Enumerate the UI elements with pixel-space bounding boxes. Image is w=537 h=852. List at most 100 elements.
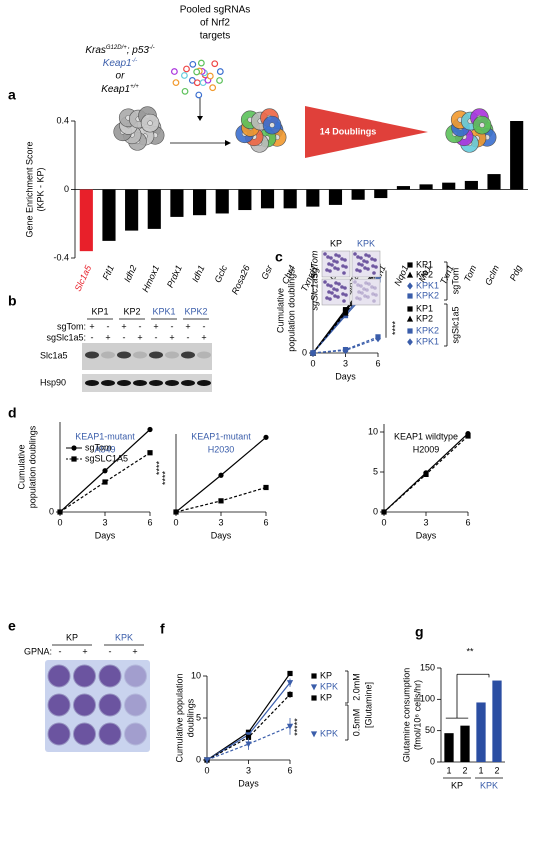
colony [358, 297, 362, 301]
sign: + [132, 646, 137, 656]
panel-letter: b [8, 293, 17, 309]
gene: Keap1 [103, 58, 132, 69]
colony [360, 263, 364, 267]
colony [355, 296, 359, 300]
marker [342, 346, 349, 355]
marker [203, 757, 211, 764]
colony [372, 271, 376, 275]
legend-marker [406, 271, 414, 278]
band [149, 351, 163, 359]
colony [323, 252, 327, 256]
colony [326, 283, 330, 287]
panel-letter: d [8, 405, 17, 421]
row-label: sgSlc1a5: [46, 332, 86, 342]
band [149, 380, 163, 386]
gene: ; p53 [127, 45, 150, 56]
well [47, 722, 71, 746]
x-tick-label: 6 [263, 517, 268, 527]
bar [374, 189, 388, 199]
nucleus [269, 122, 275, 128]
bar [306, 189, 320, 207]
x-axis-label: Days [416, 530, 437, 540]
chart-title: KEAP1-mutant [191, 431, 251, 441]
well [47, 664, 71, 688]
legend-marker [407, 282, 413, 290]
protein-label: Slc1a5 [40, 350, 68, 360]
inset-row-label: sgTom [309, 250, 319, 277]
bar [396, 186, 410, 190]
colony [364, 253, 368, 257]
legend-label: KPK2 [416, 325, 439, 335]
marker [245, 734, 252, 740]
colony [374, 293, 378, 297]
sgrna [209, 84, 217, 92]
inset-photo [351, 278, 381, 306]
legend-label: sgSLC1A5 [85, 453, 128, 463]
colony [366, 267, 370, 271]
superscript: G12D/+ [106, 45, 127, 51]
legend-marker [71, 445, 77, 451]
bar [492, 680, 502, 762]
bar [238, 189, 252, 211]
inset-column-label: KP [330, 238, 342, 248]
keap1-mutant: Keap1-/- [103, 58, 138, 69]
sign: + [153, 321, 158, 331]
sgrna [216, 68, 224, 75]
well [124, 693, 147, 717]
well [73, 664, 96, 688]
y-tick-label: 5 [196, 712, 201, 722]
arrow-head [225, 140, 231, 146]
marker [342, 309, 349, 316]
y-tick-label: -0.4 [53, 252, 69, 262]
colony [360, 291, 364, 295]
protein-label: Hsp90 [40, 377, 66, 387]
band [197, 380, 211, 386]
y-tick-label: 0 [430, 756, 435, 766]
colony [328, 297, 332, 301]
sgrna [181, 72, 188, 79]
inset-row-label: sgSlc1a5 [309, 272, 319, 310]
panel-letter: a [8, 87, 16, 103]
legend-marker [310, 684, 318, 691]
x-tick-label: 6 [465, 517, 470, 527]
legend-marker [311, 673, 317, 679]
legend-label: KPK2 [416, 290, 439, 300]
band [133, 380, 147, 386]
significance: **** [160, 471, 170, 486]
cell-line-label: KP2 [123, 306, 140, 316]
well [124, 722, 147, 746]
colony [363, 294, 367, 298]
significance: **** [154, 461, 164, 476]
colony [359, 284, 363, 288]
colony [330, 291, 334, 295]
sign: + [89, 321, 94, 331]
bar [419, 184, 433, 190]
marker [245, 741, 252, 748]
bar [79, 189, 93, 252]
colony [335, 260, 339, 264]
x-tick-label: Gclm [483, 263, 501, 287]
legend-marker [310, 731, 318, 738]
concentration-title: [Glutamine] [363, 682, 373, 728]
y-axis-label: (fmol/10⁶ cells/hr) [412, 680, 422, 750]
colony [327, 262, 331, 266]
marker [263, 484, 269, 491]
cell-line-label: KP1 [91, 306, 108, 316]
x-tick-label: 3 [102, 517, 107, 527]
y-axis-label: Cumulative [275, 288, 285, 333]
sign: - [203, 321, 206, 331]
sign: - [91, 332, 94, 342]
legend-marker [71, 456, 77, 462]
marker [147, 450, 153, 456]
colony [371, 292, 375, 296]
arrow-head [197, 116, 203, 121]
marker [286, 723, 294, 730]
colony [325, 296, 329, 300]
band [165, 380, 179, 386]
colony [342, 299, 346, 303]
bar [260, 189, 275, 209]
legend-label: KPK [320, 728, 338, 738]
sgrna [193, 68, 201, 76]
sign: - [171, 321, 174, 331]
bar [487, 174, 501, 190]
